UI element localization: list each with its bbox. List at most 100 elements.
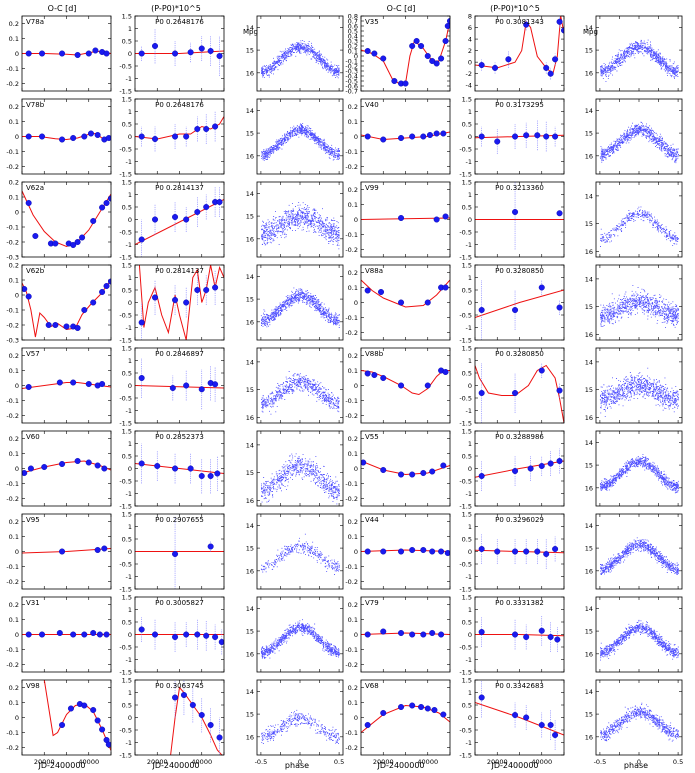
panel-frame — [595, 98, 683, 175]
panel-frame — [256, 430, 344, 507]
y-tick-label: -0.4 — [345, 73, 358, 81]
panel-period-left-0: -1.5 -1 -0.5 0 0.5 1 1.5 P0 0.2648176 — [119, 13, 225, 96]
xlabel-period-left: JD-2400000 — [151, 761, 199, 770]
y-tick-label: 15 — [246, 628, 254, 636]
y-tick-label: 0 — [354, 631, 358, 639]
data-point — [512, 133, 519, 140]
data-point — [478, 473, 485, 480]
y-tick-label: 1 — [128, 523, 132, 531]
y-tick-label: 16 — [246, 69, 254, 77]
data-point — [561, 27, 564, 34]
y-tick-label: 1.5 — [122, 594, 132, 602]
y-tick-label: 0.2 — [9, 352, 19, 360]
xlabel-phase-left: phase — [285, 761, 309, 770]
lightcurve-points — [260, 533, 340, 575]
y-tick-label: 0.2 — [348, 352, 358, 360]
y-tick-label: 16 — [246, 235, 254, 243]
fit-curve — [135, 116, 224, 140]
data-point — [74, 458, 81, 465]
data-point — [438, 631, 445, 638]
y-tick-label: 0.2 — [9, 435, 19, 443]
fit-curve — [361, 460, 450, 476]
panel-frame — [595, 430, 683, 507]
panel-period-left-3: -1.5 -1 -0.5 0 0.5 1 1.5 P0 0.2814137 — [119, 262, 225, 345]
y-tick-label: -1 — [126, 324, 132, 332]
panel-period-left-4: -1.5 -1 -0.5 0 0.5 1 1.5 P0 0.2846897 — [119, 345, 225, 428]
fit-curve — [475, 289, 564, 318]
y-tick-label: 0 — [354, 548, 358, 556]
data-point — [438, 55, 445, 62]
y-tick-label: 0.2 — [9, 684, 19, 692]
y-tick-label: 0 — [468, 382, 472, 390]
y-tick-label: 1 — [128, 357, 132, 365]
y-tick-label: 1 — [468, 440, 472, 448]
panel-period-left-7: -1.5 -1 -0.5 0 0.5 1 1.5 P0 0.3005827 — [119, 594, 225, 677]
panel-phase-left-4: 14 15 16 — [246, 347, 344, 424]
panel-frame — [21, 98, 112, 175]
data-point — [424, 299, 431, 306]
y-tick-label: 1 — [128, 25, 132, 33]
data-point — [523, 634, 530, 641]
y-tick-label: 0 — [15, 133, 19, 141]
y-tick-label: 0 — [468, 465, 472, 473]
data-point — [552, 546, 559, 553]
panel-phase-right-6: 14 15 16 — [585, 513, 683, 590]
data-point — [172, 634, 179, 641]
data-point — [556, 304, 563, 311]
y-tick-label: 15 — [246, 545, 254, 553]
col-header-oc-left: O-C [d] — [48, 4, 77, 13]
data-point — [203, 203, 210, 210]
lightcurve-points — [260, 287, 340, 328]
panel-label: V55 — [365, 433, 379, 441]
data-point — [429, 548, 436, 555]
data-point — [398, 471, 405, 478]
y-tick-label: 1.5 — [122, 96, 132, 104]
y-tick-label: 0.5 — [122, 204, 132, 212]
y-tick-label: 1 — [468, 274, 472, 282]
data-point — [25, 384, 32, 391]
y-tick-label: 0 — [354, 299, 358, 307]
plot-area — [135, 28, 224, 76]
data-point — [45, 322, 52, 329]
y-tick-label: 14 — [246, 273, 254, 281]
panel-label: P0 0.3296029 — [495, 516, 544, 524]
data-point — [70, 379, 77, 386]
data-point — [212, 284, 219, 291]
data-point — [87, 130, 94, 137]
y-tick-label: 15 — [585, 711, 593, 719]
data-point — [96, 631, 103, 638]
y-tick-label: 0.5 — [462, 619, 472, 627]
col-header-period-left: (P-P0)*10^5 — [151, 4, 201, 13]
data-point — [194, 208, 201, 215]
panel-frame — [21, 347, 112, 424]
data-point — [552, 56, 559, 63]
y-tick-label: 14 — [585, 358, 593, 366]
y-tick-label: 15 — [585, 220, 593, 228]
y-tick-label: 0.1 — [348, 616, 358, 624]
panel-oc-left-2: -0.3 -0.2 -0.1 0 0.1 0.2 V62a — [6, 179, 112, 262]
data-point — [478, 133, 485, 140]
y-tick-label: 14 — [585, 439, 593, 447]
y-tick-label: -0.5 — [119, 229, 132, 237]
data-point — [424, 382, 431, 389]
data-point — [371, 372, 378, 379]
panel-period-right-7: -1.5 -1 -0.5 0 0.5 1 1.5 P0 0.3331382 — [459, 594, 565, 677]
plot-area — [475, 280, 564, 340]
data-point — [380, 467, 387, 474]
y-tick-label: 0.1 — [9, 118, 19, 126]
y-tick-label: 0 — [15, 631, 19, 639]
data-point — [218, 639, 224, 645]
y-tick-label: 0 — [128, 50, 132, 58]
plot-area — [599, 367, 679, 418]
data-point — [391, 77, 398, 84]
panels: -0.2-0.100.10.2 V78a-0.2-0.100.10.2 V78b-0… — [6, 13, 683, 767]
data-point — [172, 297, 179, 304]
data-point — [103, 199, 110, 206]
data-point — [59, 722, 66, 729]
y-tick-label: -0.7 — [345, 88, 358, 96]
data-point — [420, 631, 427, 638]
y-tick-label: 0 — [354, 216, 358, 224]
y-tick-label: 15 — [585, 130, 593, 138]
fit-curve — [361, 549, 450, 552]
panel-period-left-8: -1.5 -1 -0.5 0 0.5 1 1.5 20000 40000 P0 0.3063745 — [119, 677, 225, 766]
